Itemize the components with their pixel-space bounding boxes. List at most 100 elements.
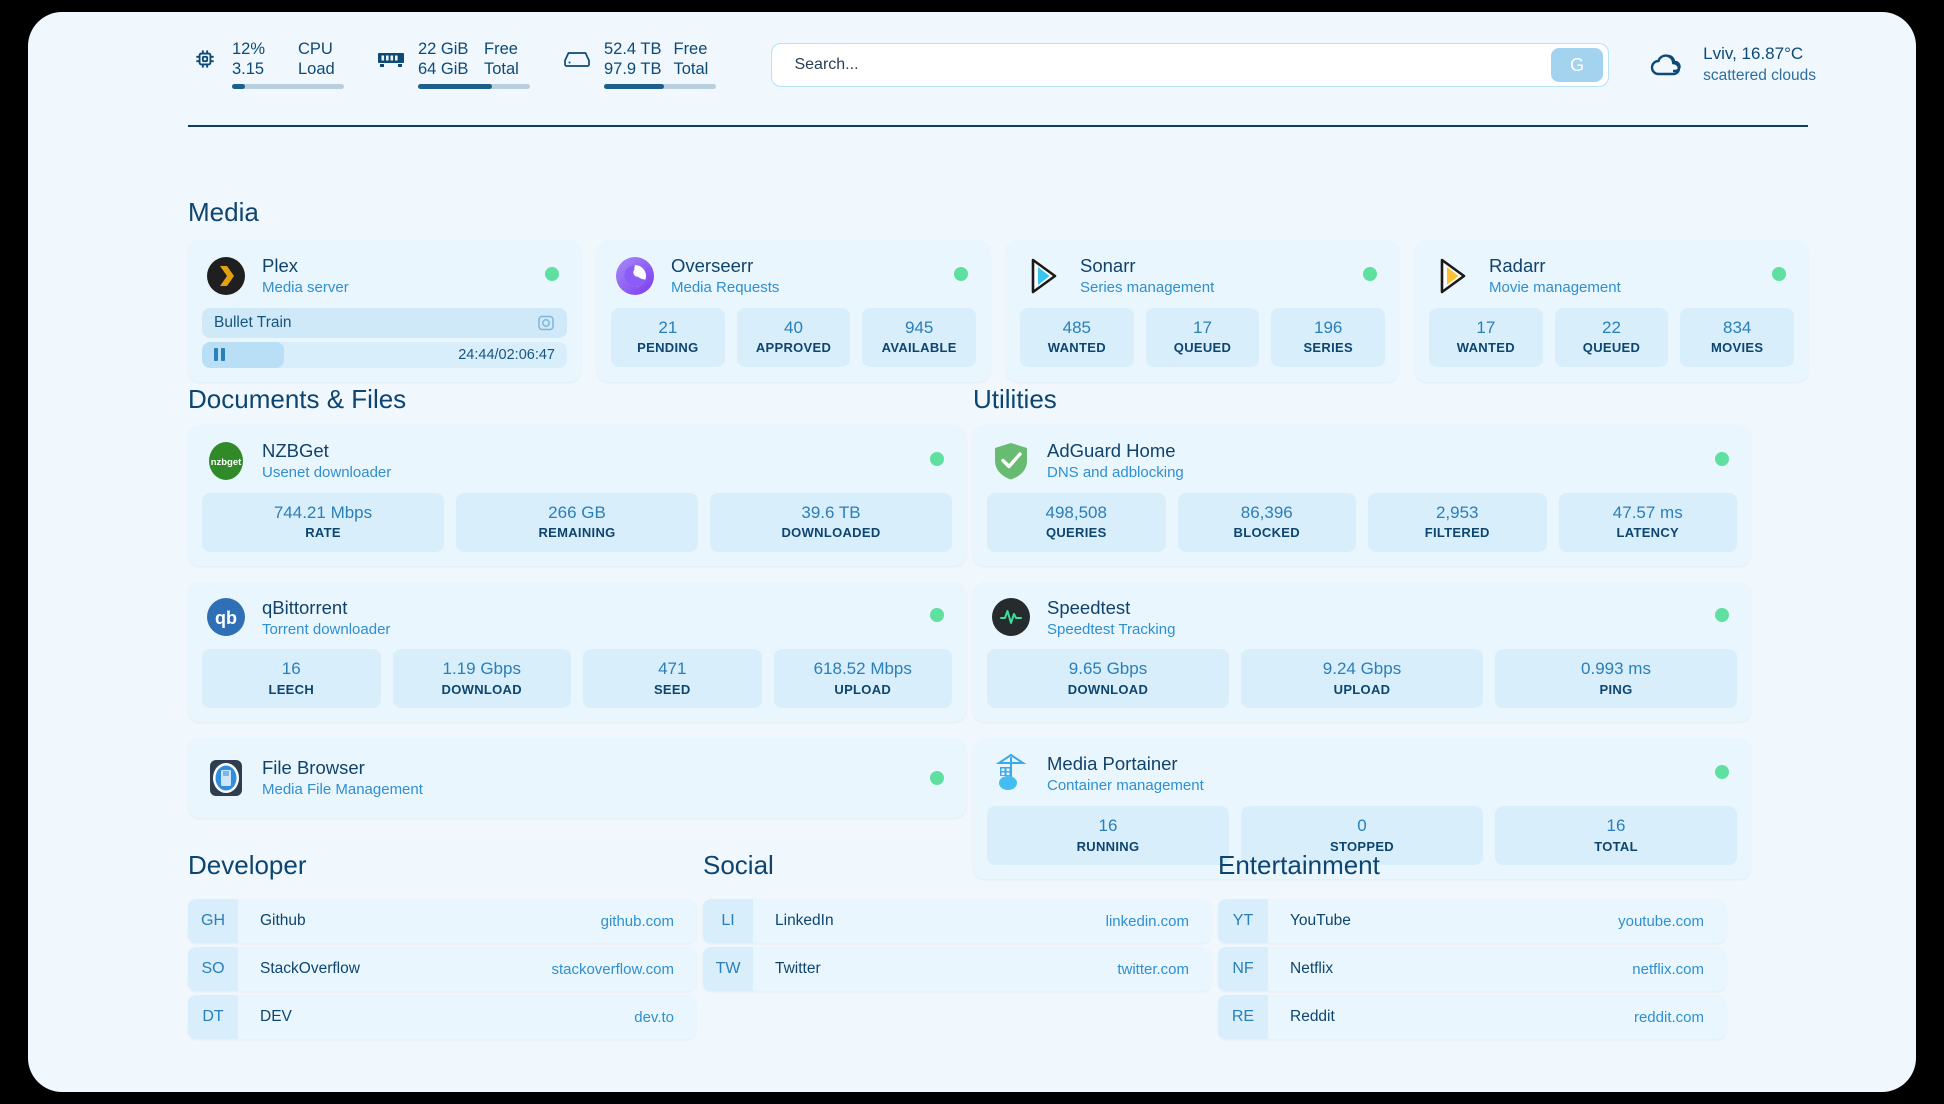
stat-tile[interactable]: 39.6 TB DOWNLOADED: [710, 492, 952, 552]
bookmark-abbr: TW: [703, 947, 753, 991]
bookmark-item-github[interactable]: GH Github github.com: [188, 899, 696, 943]
service-card-nzbget[interactable]: nzbget NZBGet Usenet downloader 744.21 M…: [188, 425, 966, 566]
bookmark-url: dev.to: [634, 1008, 674, 1026]
service-card-qbittorrent[interactable]: qb qBittorrent Torrent downloader 16 LEE…: [188, 581, 966, 723]
stat-tile[interactable]: 17 WANTED: [1429, 307, 1543, 367]
service-card-speedtest[interactable]: Speedtest Speedtest Tracking 9.65 Gbps D…: [973, 581, 1751, 723]
service-card-plex[interactable]: Plex Media server Bullet Train: [188, 240, 581, 382]
utilities-column: AdGuard Home DNS and adblocking 498,508 …: [973, 425, 1751, 880]
stat-label: DOWNLOAD: [441, 682, 522, 698]
memory-usage-bar: [418, 84, 530, 90]
card-subtitle: Torrent downloader: [262, 620, 391, 638]
stat-tile[interactable]: 47.57 ms LATENCY: [1558, 492, 1737, 552]
bookmark-url: youtube.com: [1618, 912, 1704, 930]
stat-tile[interactable]: 86,396 BLOCKED: [1177, 492, 1356, 552]
status-indicator: [1715, 608, 1729, 623]
stat-label: AVAILABLE: [881, 340, 957, 356]
search-provider-button[interactable]: G: [1551, 48, 1604, 82]
service-card-adguard-home[interactable]: AdGuard Home DNS and adblocking 498,508 …: [973, 425, 1751, 566]
bookmark-group-title: Social: [703, 850, 774, 880]
stat-tile[interactable]: 9.24 Gbps UPLOAD: [1241, 649, 1483, 709]
stat-tile[interactable]: 834 MOVIES: [1680, 307, 1795, 367]
service-card-media-portainer[interactable]: Media Portainer Container management 16 …: [973, 738, 1751, 880]
stat-value: 86,396: [1240, 502, 1293, 522]
weather-widget: Lviv, 16.87°C scattered clouds: [1643, 43, 1816, 87]
service-card-overseerr[interactable]: Overseerr Media Requests 21 PENDING 40 A…: [597, 240, 990, 382]
stat-tile[interactable]: 16 LEECH: [202, 649, 381, 709]
stat-tile[interactable]: 0 STOPPED: [1241, 805, 1483, 866]
stat-value: 945: [904, 317, 934, 337]
stat-label: APPROVED: [755, 340, 832, 356]
stat-tile[interactable]: 2,953 FILTERED: [1368, 492, 1547, 552]
status-indicator: [930, 771, 944, 786]
stat-value: 16: [1098, 815, 1118, 835]
stat-tile[interactable]: 9.65 Gbps DOWNLOAD: [987, 649, 1229, 709]
stat-label: PING: [1599, 682, 1633, 698]
stat-value: 39.6 TB: [801, 502, 861, 522]
card-title: qBittorrent: [262, 596, 348, 618]
stat-tile[interactable]: 485 WANTED: [1020, 307, 1134, 367]
storage-total-value: 97.9 TB: [604, 60, 662, 78]
stat-tile[interactable]: 16 RUNNING: [987, 805, 1229, 866]
cpu-usage-bar: [232, 84, 344, 90]
stat-value: 9.24 Gbps: [1322, 659, 1402, 679]
overseerr-icon: [615, 256, 655, 296]
card-subtitle: Container management: [1047, 777, 1204, 795]
memory-label-top: Free: [484, 39, 518, 58]
stat-label: SERIES: [1303, 340, 1353, 356]
service-card-radarr[interactable]: Radarr Movie management 17 WANTED 22 QUE…: [1415, 240, 1808, 382]
bookmark-abbr: LI: [703, 899, 753, 943]
stat-tile[interactable]: 618.52 Mbps UPLOAD: [773, 649, 952, 709]
stat-tile[interactable]: 16 TOTAL: [1495, 805, 1737, 866]
stat-label: UPLOAD: [834, 682, 892, 698]
card-header: Plex Media server: [188, 240, 581, 308]
search-input[interactable]: Search...: [771, 43, 1610, 87]
portainer-icon: [991, 753, 1031, 794]
stat-tile[interactable]: 22 QUEUED: [1554, 307, 1669, 367]
cast-icon[interactable]: [537, 314, 555, 332]
bookmark-item-twitter[interactable]: TW Twitter twitter.com: [703, 947, 1211, 991]
stat-tile[interactable]: 744.21 Mbps RATE: [202, 492, 444, 552]
bookmark-item-reddit[interactable]: RE Reddit reddit.com: [1218, 995, 1726, 1039]
service-card-sonarr[interactable]: Sonarr Series management 485 WANTED 17 Q…: [1006, 240, 1399, 382]
stat-tile[interactable]: 471 SEED: [583, 649, 762, 709]
bookmark-url: twitter.com: [1117, 960, 1189, 978]
stat-tile[interactable]: 196 SERIES: [1271, 307, 1386, 367]
bookmark-item-netflix[interactable]: NF Netflix netflix.com: [1218, 947, 1726, 991]
stat-value: 17: [1476, 317, 1496, 337]
search-area: Search... G: [771, 43, 1610, 87]
card-header: Overseerr Media Requests: [597, 240, 990, 308]
stat-label: LEECH: [268, 682, 315, 698]
stat-tile[interactable]: 498,508 QUERIES: [987, 492, 1166, 552]
stat-tile[interactable]: 40 APPROVED: [736, 307, 851, 367]
playback-progress-bar[interactable]: 24:44/02:06:47: [202, 341, 567, 368]
service-card-file-browser[interactable]: File Browser Media File Management: [188, 738, 966, 818]
bookmark-url: reddit.com: [1633, 1008, 1704, 1026]
card-title: Sonarr: [1080, 255, 1136, 276]
stat-tile[interactable]: 266 GB REMAINING: [456, 492, 698, 552]
stat-tile[interactable]: 0.993 ms PING: [1495, 649, 1737, 709]
bookmark-item-dev[interactable]: DT DEV dev.to: [188, 995, 696, 1039]
stat-label: FILTERED: [1424, 525, 1490, 541]
stat-label: QUERIES: [1045, 525, 1107, 541]
stat-value: 2,953: [1435, 502, 1479, 522]
bookmark-item-linkedin[interactable]: LI LinkedIn linkedin.com: [703, 899, 1211, 943]
bookmark-item-stackoverflow[interactable]: SO StackOverflow stackoverflow.com: [188, 947, 696, 991]
stat-value: 266 GB: [548, 502, 606, 522]
bookmark-abbr: YT: [1218, 899, 1268, 943]
pause-icon[interactable]: [214, 348, 225, 362]
card-stats: 21 PENDING 40 APPROVED 945 AVAILABLE: [597, 307, 990, 381]
stat-value: 47.57 ms: [1612, 502, 1683, 522]
stat-value: 618.52 Mbps: [813, 659, 912, 679]
stat-tile[interactable]: 21 PENDING: [611, 307, 725, 367]
stat-label: SEED: [653, 682, 691, 698]
stat-tile[interactable]: 17 QUEUED: [1145, 307, 1260, 367]
stat-tile[interactable]: 1.19 Gbps DOWNLOAD: [392, 649, 571, 709]
card-header: Speedtest Speedtest Tracking: [973, 582, 1751, 650]
stat-label: QUEUED: [1582, 340, 1641, 356]
stat-tile[interactable]: 945 AVAILABLE: [862, 307, 977, 367]
playback-time: 24:44/02:06:47: [458, 347, 555, 363]
bookmark-item-youtube[interactable]: YT YouTube youtube.com: [1218, 899, 1726, 943]
bookmark-group-developer: Developer GH Github github.com SO StackO…: [188, 850, 696, 1043]
bookmark-abbr: RE: [1218, 995, 1268, 1039]
